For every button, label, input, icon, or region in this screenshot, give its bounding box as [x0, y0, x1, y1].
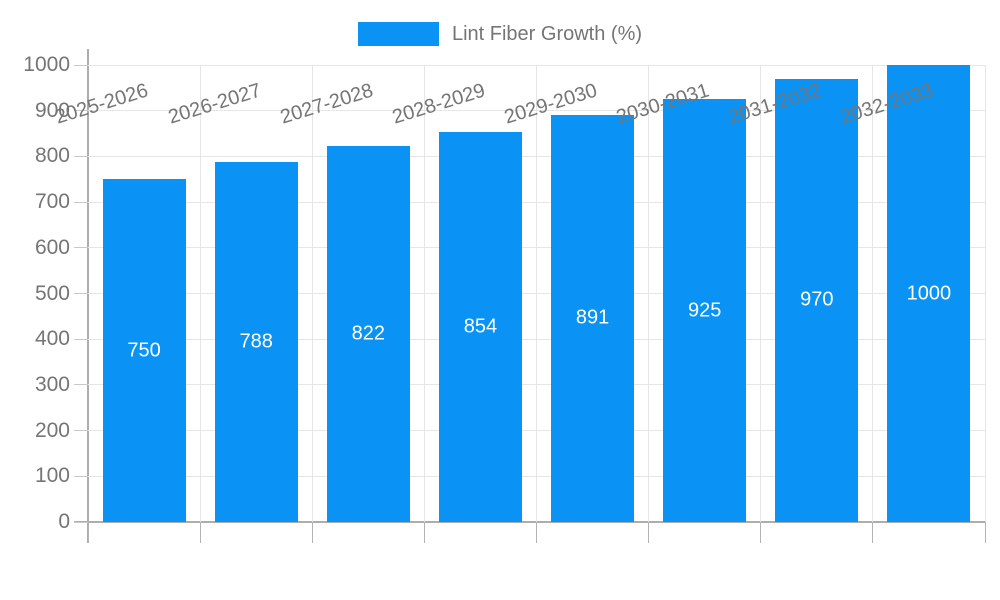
- x-axis-tick: [872, 522, 874, 543]
- y-axis-tick: [74, 155, 88, 157]
- bar: 925: [663, 99, 747, 522]
- y-axis-tick: [74, 338, 88, 340]
- y-axis-tick-label: 400: [34, 327, 70, 351]
- y-axis-tick-label: 600: [34, 235, 70, 259]
- bar-value-label: 788: [239, 330, 273, 353]
- y-axis-tick-label: 700: [34, 190, 70, 214]
- bar-value-label: 891: [575, 306, 610, 329]
- y-axis-tick: [74, 110, 88, 112]
- y-axis-tick: [74, 521, 88, 523]
- x-axis-category-label: 2025-2026: [53, 79, 152, 129]
- x-axis-category-label: 2027-2028: [277, 79, 376, 129]
- y-axis-tick-label: 200: [34, 418, 70, 442]
- x-gridline: [984, 65, 986, 522]
- x-axis-tick: [760, 522, 762, 543]
- x-axis-tick: [87, 522, 89, 543]
- legend-label: Lint Fiber Growth (%): [451, 23, 643, 45]
- x-gridline: [423, 65, 425, 522]
- y-axis-tick: [74, 384, 88, 386]
- x-axis-tick: [199, 522, 201, 543]
- x-axis-tick: [423, 522, 425, 543]
- x-gridline: [872, 65, 874, 522]
- y-axis-tick: [74, 293, 88, 294]
- bar: 970: [775, 78, 859, 522]
- x-gridline: [536, 65, 537, 522]
- bar: 822: [326, 146, 410, 522]
- bar: 854: [438, 131, 522, 522]
- bar-value-label: 822: [351, 322, 385, 345]
- bar-value-label: 1000: [906, 282, 952, 304]
- x-axis-tick: [311, 522, 313, 543]
- y-axis-tick-label: 300: [34, 372, 70, 396]
- y-axis-tick-label: 100: [34, 464, 70, 488]
- bar-value-label: 970: [800, 288, 834, 311]
- x-gridline: [648, 65, 650, 522]
- x-gridline: [199, 65, 201, 522]
- bar: 891: [551, 114, 635, 522]
- y-axis-tick-label: 900: [34, 98, 70, 122]
- y-axis-tick-label: 1000: [23, 53, 70, 76]
- bar-value-label: 750: [127, 339, 161, 362]
- y-axis-tick: [74, 247, 88, 249]
- bar-value-label: 925: [687, 299, 722, 322]
- y-axis-tick-label: 800: [34, 144, 70, 168]
- y-axis-tick-label: 500: [34, 281, 70, 305]
- y-axis-tick: [74, 64, 88, 66]
- y-axis-tick-label: 0: [58, 510, 70, 533]
- y-axis-line: [87, 49, 89, 543]
- chart-legend: Lint Fiber Growth (%): [0, 22, 1000, 46]
- x-gridline: [311, 65, 313, 522]
- bar: 788: [214, 161, 298, 522]
- x-axis-tick: [648, 522, 650, 543]
- x-gridline: [760, 65, 762, 522]
- legend-swatch: [357, 22, 439, 46]
- bar: 750: [102, 179, 186, 522]
- plot-area: 0 100 200 300 400 500 600 700 800 900 1000 750 2025-…: [23, 49, 986, 543]
- y-axis-tick: [74, 430, 88, 432]
- x-axis-line: [74, 521, 985, 523]
- x-axis-category-label: 2026-2027: [165, 79, 264, 129]
- bar-value-label: 854: [463, 315, 498, 338]
- x-axis-tick: [536, 522, 537, 543]
- bar: 1000: [887, 65, 971, 522]
- y-axis-tick: [74, 475, 88, 477]
- y-axis-tick: [74, 201, 88, 203]
- x-axis-tick: [984, 522, 986, 543]
- x-axis-category-label: 2028-2029: [389, 79, 488, 129]
